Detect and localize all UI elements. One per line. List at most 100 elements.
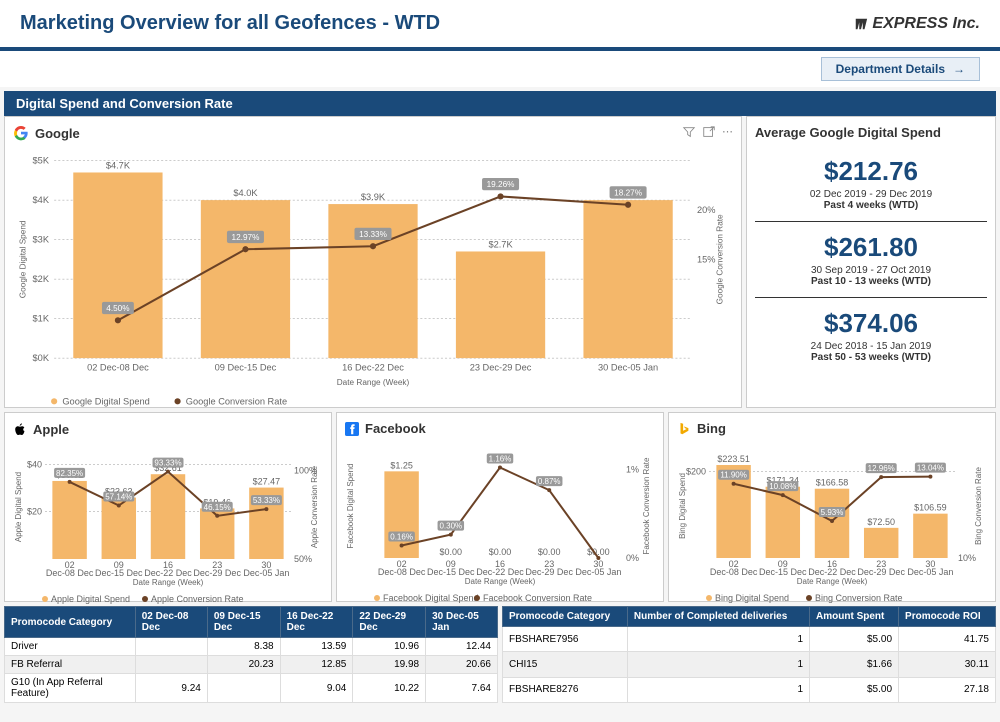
svg-text:5.93%: 5.93% — [821, 508, 844, 517]
svg-text:10.08%: 10.08% — [769, 482, 796, 491]
avg-block: $261.80 30 Sep 2019 - 27 Oct 2019 Past 1… — [755, 222, 987, 298]
svg-text:$20: $20 — [27, 507, 42, 517]
svg-text:Dec-15 Dec: Dec-15 Dec — [759, 567, 807, 577]
svg-text:$72.50: $72.50 — [867, 517, 895, 527]
table-cell: $1.66 — [810, 652, 899, 677]
table-header: Promocode Category — [503, 607, 628, 627]
table-cell: 13.59 — [280, 638, 353, 656]
svg-text:Date Range (Week): Date Range (Week) — [133, 578, 204, 587]
section-header: Digital Spend and Conversion Rate — [4, 91, 996, 116]
svg-text:Date Range (Week): Date Range (Week) — [797, 577, 868, 586]
facebook-chart-svg: 0%1%$1.2502Dec-08 Dec$0.0009Dec-15 Dec$0… — [345, 440, 655, 612]
table-header: Number of Completed deliveries — [627, 607, 809, 627]
table-row: FBSHARE82761$5.0027.18 — [503, 677, 996, 702]
arrow-right-icon: → — [953, 62, 965, 76]
svg-text:Dec-05 Jan: Dec-05 Jan — [907, 567, 953, 577]
table-header: Promocode ROI — [899, 607, 996, 627]
svg-text:46.15%: 46.15% — [204, 503, 231, 512]
svg-text:13.33%: 13.33% — [359, 230, 388, 239]
svg-text:$0.00: $0.00 — [538, 547, 561, 557]
avg-block: $212.76 02 Dec 2019 - 29 Dec 2019 Past 4… — [755, 146, 987, 222]
svg-text:12.96%: 12.96% — [868, 464, 895, 473]
page-header: Marketing Overview for all Geofences - W… — [0, 0, 1000, 51]
table-cell: 20.66 — [426, 656, 498, 674]
table-cell: 19.98 — [353, 656, 426, 674]
svg-text:Google Conversion Rate: Google Conversion Rate — [716, 214, 725, 304]
department-details-button[interactable]: Department Details → — [821, 57, 980, 81]
svg-text:Apple Digital Spend: Apple Digital Spend — [51, 594, 130, 604]
table-cell: 1 — [627, 627, 809, 652]
google-chart-svg: $0K$1K$2K$3K$4K$5K20%15%$4.7K02 Dec-08 D… — [13, 145, 733, 419]
table-cell: 20.23 — [207, 656, 280, 674]
svg-text:$223.51: $223.51 — [717, 454, 750, 464]
brand-logo: EXPRESS Inc. — [854, 15, 980, 33]
svg-text:15%: 15% — [697, 254, 716, 264]
bing-chart-svg: $20010%$223.5102Dec-08 Dec$171.3409Dec-1… — [677, 440, 987, 612]
svg-text:Dec-15 Dec: Dec-15 Dec — [427, 567, 475, 577]
svg-text:18.27%: 18.27% — [614, 189, 643, 198]
page-title: Marketing Overview for all Geofences - W… — [20, 12, 440, 35]
svg-text:1.16%: 1.16% — [489, 455, 512, 464]
table-cell — [135, 638, 207, 656]
svg-text:Apple Digital Spend: Apple Digital Spend — [14, 472, 23, 542]
table-cell: FBSHARE7956 — [503, 627, 628, 652]
table-cell — [207, 674, 280, 703]
avg-period: Past 4 weeks (WTD) — [755, 200, 987, 211]
svg-text:50%: 50% — [294, 554, 312, 564]
svg-text:82.35%: 82.35% — [56, 469, 83, 478]
svg-text:$4.0K: $4.0K — [233, 188, 258, 198]
table-cell: FB Referral — [5, 656, 136, 674]
svg-text:$4K: $4K — [33, 195, 50, 205]
svg-text:$166.58: $166.58 — [816, 478, 849, 488]
svg-text:Dec-15 Dec: Dec-15 Dec — [95, 568, 143, 578]
avg-range: 02 Dec 2019 - 29 Dec 2019 — [755, 189, 987, 200]
table-row: G10 (In App Referral Feature)9.249.0410.… — [5, 674, 498, 703]
table-cell: 12.85 — [280, 656, 353, 674]
svg-text:Facebook Conversion Rate: Facebook Conversion Rate — [642, 457, 651, 554]
svg-text:$0.00: $0.00 — [489, 547, 512, 557]
svg-text:0.30%: 0.30% — [439, 522, 462, 531]
avg-value: $261.80 — [755, 232, 987, 263]
table-cell: FBSHARE8276 — [503, 677, 628, 702]
avg-panel-title: Average Google Digital Spend — [755, 125, 987, 140]
table-header: Promocode Category — [5, 607, 136, 638]
table-cell: 9.24 — [135, 674, 207, 703]
more-icon[interactable]: ⋯ — [722, 125, 733, 139]
svg-text:09 Dec-15 Dec: 09 Dec-15 Dec — [215, 362, 277, 372]
svg-text:Apple Conversion Rate: Apple Conversion Rate — [151, 594, 244, 604]
svg-text:Google Digital Spend: Google Digital Spend — [62, 396, 149, 406]
table-header: 02 Dec-08 Dec — [135, 607, 207, 638]
svg-text:$3.9K: $3.9K — [361, 192, 386, 202]
svg-text:Date Range (Week): Date Range (Week) — [337, 378, 410, 387]
table-cell: 10.96 — [353, 638, 426, 656]
avg-value: $374.06 — [755, 308, 987, 339]
table-cell: 1 — [627, 652, 809, 677]
svg-text:$2.7K: $2.7K — [488, 239, 513, 249]
svg-text:$2K: $2K — [33, 274, 50, 284]
svg-text:Dec-08 Dec: Dec-08 Dec — [378, 567, 426, 577]
svg-text:Facebook Digital Spend: Facebook Digital Spend — [383, 593, 479, 603]
svg-text:Date Range (Week): Date Range (Week) — [465, 577, 536, 586]
svg-text:Bing Conversion Rate: Bing Conversion Rate — [815, 593, 903, 603]
table-cell: 41.75 — [899, 627, 996, 652]
svg-text:Apple Conversion Rate: Apple Conversion Rate — [310, 465, 319, 548]
table-row: Driver8.3813.5910.9612.44 — [5, 638, 498, 656]
apple-chart-panel: Apple $20$4050%100%$30.0202Dec-08 Dec$23… — [4, 412, 332, 602]
svg-text:20%: 20% — [697, 205, 716, 215]
table-cell: 1 — [627, 677, 809, 702]
apple-chart-svg: $20$4050%100%$30.0202Dec-08 Dec$23.6309D… — [13, 441, 323, 613]
svg-text:$0K: $0K — [33, 353, 50, 363]
export-icon[interactable] — [702, 125, 716, 139]
svg-text:Facebook Digital Spend: Facebook Digital Spend — [346, 464, 355, 549]
promocode-trend-table: Promocode Category02 Dec-08 Dec09 Dec-15… — [4, 606, 498, 703]
table-header: 30 Dec-05 Jan — [426, 607, 498, 638]
avg-value: $212.76 — [755, 156, 987, 187]
filter-icon[interactable] — [682, 125, 696, 139]
svg-text:Dec-22 Dec: Dec-22 Dec — [144, 568, 192, 578]
google-chart-panel: Google ⋯ $0K$1K$2K$3K$4K$5K20%15%$4.7K02… — [4, 116, 742, 408]
svg-text:$106.59: $106.59 — [914, 503, 947, 513]
brand-icon — [854, 17, 868, 31]
svg-text:12.97%: 12.97% — [232, 233, 261, 242]
table-cell: CHI15 — [503, 652, 628, 677]
svg-text:Dec-29 Dec: Dec-29 Dec — [525, 567, 573, 577]
